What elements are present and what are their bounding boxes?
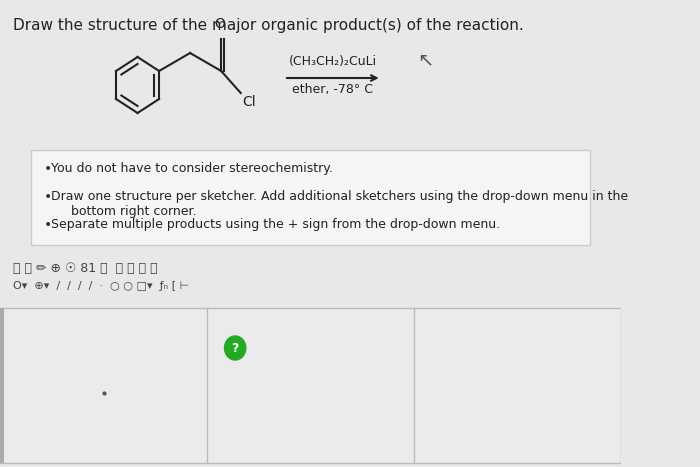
Bar <box>0 257 621 307</box>
Text: ↖: ↖ <box>417 50 433 69</box>
Text: Separate multiple products using the + sign from the drop-down menu.: Separate multiple products using the + s… <box>50 218 500 231</box>
Text: •: • <box>43 190 52 204</box>
Text: •: • <box>43 218 52 232</box>
Text: ?: ? <box>232 342 239 355</box>
Circle shape <box>225 336 246 360</box>
Text: Cl: Cl <box>242 95 256 109</box>
Text: O▾  ⊕▾  /  /  /  /  ·  ○ ○ □▾  ƒₙ [ ⊢: O▾ ⊕▾ / / / / · ○ ○ □▾ ƒₙ [ ⊢ <box>13 281 190 291</box>
Text: O: O <box>214 17 225 31</box>
Text: •: • <box>43 162 52 176</box>
Text: You do not have to consider stereochemistry.: You do not have to consider stereochemis… <box>50 162 332 175</box>
Text: Draw one structure per sketcher. Add additional sketchers using the drop-down me: Draw one structure per sketcher. Add add… <box>50 190 628 218</box>
Text: Draw the structure of the major organic product(s) of the reaction.: Draw the structure of the major organic … <box>13 18 524 33</box>
Text: ether, -78° C: ether, -78° C <box>293 83 373 96</box>
Bar <box>0 308 621 463</box>
Bar <box>0 308 4 463</box>
Bar <box>31 150 590 245</box>
Text: (CH₃CH₂)₂CuLi: (CH₃CH₂)₂CuLi <box>288 55 377 68</box>
Text: 🖐 🔒 ✏ ⊕ ☉ 81 🦅  🎨 🔍 🔍 🎨: 🖐 🔒 ✏ ⊕ ☉ 81 🦅 🎨 🔍 🔍 🎨 <box>13 262 158 275</box>
